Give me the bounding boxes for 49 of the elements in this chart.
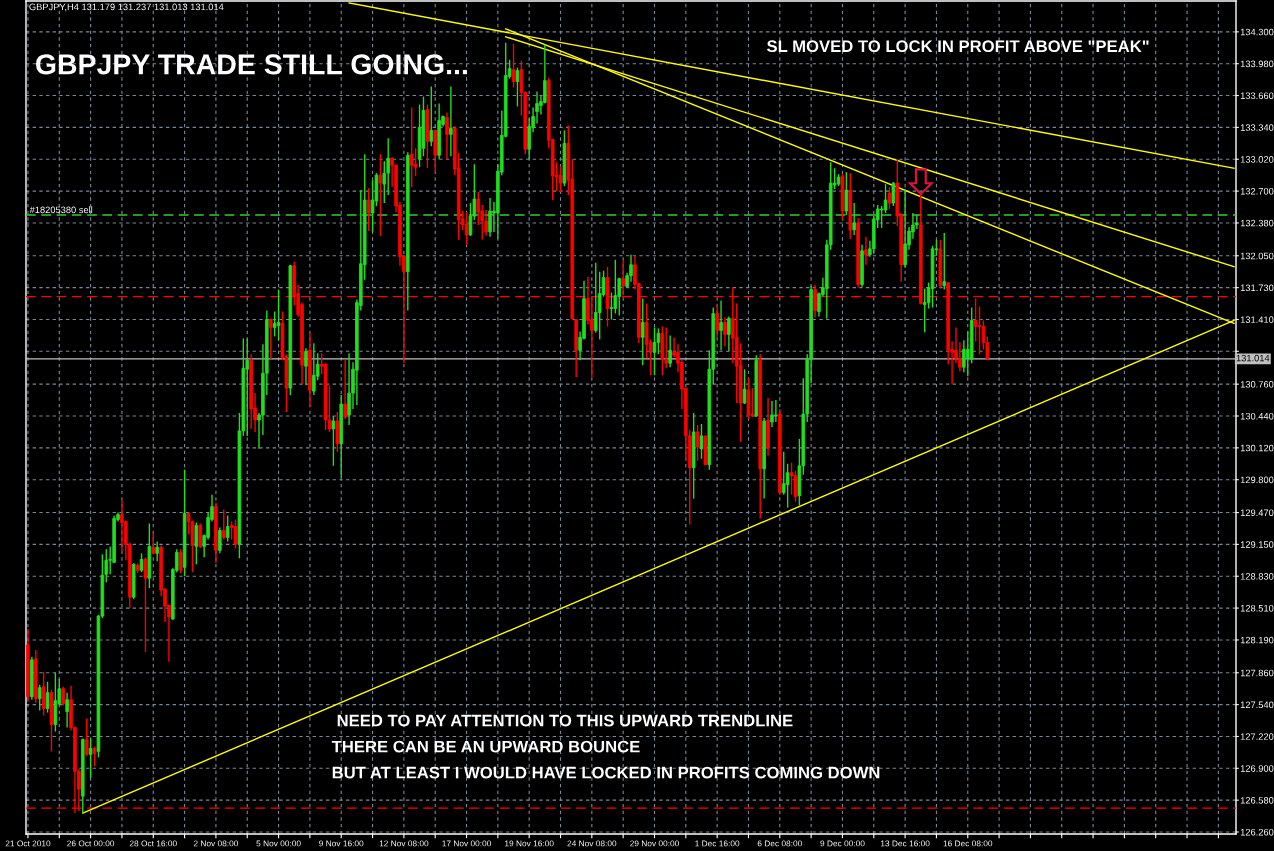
chart-subtitle: GBPJPY,H4 131.179 131.237 131.013 131.014 <box>29 3 224 12</box>
ref-line-label: #18205380 sell <box>29 206 93 214</box>
x-tick-label: 29 Nov 00:00 <box>630 840 679 847</box>
y-tick-label: 129.150 <box>1240 541 1274 548</box>
y-tick-label: 128.830 <box>1240 573 1274 580</box>
x-tick-label: 28 Oct 16:00 <box>129 840 177 847</box>
y-tick-label: 133.340 <box>1240 124 1274 131</box>
y-tick-label: 128.510 <box>1240 604 1274 612</box>
x-tick-label: 12 Nov 08:00 <box>379 840 429 847</box>
x-tick-label: 1 Dec 16:00 <box>695 840 740 847</box>
x-tick-label: 17 Nov 00:00 <box>442 840 491 847</box>
x-tick-label: 16 Dec 08:00 <box>943 840 993 847</box>
y-tick-label: 133.660 <box>1240 92 1274 100</box>
x-tick-label: 6 Dec 08:00 <box>757 840 802 847</box>
y-tick-label: 130.440 <box>1240 412 1274 420</box>
annotation: NEED TO PAY ATTENTION TO THIS UPWARD TRENDLINE <box>337 714 793 727</box>
y-tick-label: 133.980 <box>1240 60 1274 68</box>
x-tick-label: 9 Dec 00:00 <box>820 840 865 847</box>
y-tick-label: 126.580 <box>1240 797 1274 804</box>
x-tick-label: 26 Oct 00:00 <box>67 840 115 847</box>
y-tick-label: 129.470 <box>1240 509 1274 517</box>
y-tick-label: 130.120 <box>1240 444 1274 452</box>
y-tick-label: 126.900 <box>1240 765 1274 772</box>
ref-line-label: 131.014 <box>1236 354 1270 362</box>
annotation: SL MOVED TO LOCK IN PROFIT ABOVE "PEAK" <box>767 40 1149 53</box>
x-tick-label: 5 Nov 00:00 <box>256 840 301 847</box>
x-tick-label: 19 Nov 16:00 <box>505 840 554 847</box>
y-tick-label: 128.190 <box>1240 636 1274 644</box>
x-tick-label: 9 Nov 16:00 <box>319 840 364 847</box>
y-tick-label: 129.800 <box>1240 476 1274 484</box>
y-tick-label: 130.760 <box>1240 381 1274 388</box>
text: GBPJPY TRADE STILL GOING... <box>36 54 467 75</box>
y-tick-label: 132.380 <box>1240 219 1274 227</box>
y-tick-label: 134.300 <box>1240 28 1274 36</box>
y-tick-label: 127.860 <box>1240 669 1274 677</box>
y-tick-label: 127.220 <box>1240 733 1274 740</box>
y-tick-label: 133.020 <box>1240 156 1274 163</box>
x-tick-label: 2 Nov 08:00 <box>193 840 239 847</box>
annotation: THERE CAN BE AN UPWARD BOUNCE <box>331 740 640 753</box>
y-tick-label: 131.410 <box>1240 316 1274 323</box>
y-tick-label: 126.260 <box>1240 828 1274 836</box>
y-tick-label: 131.730 <box>1240 284 1274 292</box>
annotation: BUT AT LEAST I WOULD HAVE LOCKED IN PROFITS COMING DOWN <box>332 766 880 779</box>
x-tick-label: 24 Nov 08:00 <box>567 840 617 847</box>
y-tick-label: 132.700 <box>1240 187 1274 195</box>
x-tick-label: 21 Oct 2010 <box>5 840 51 847</box>
y-tick-label: 127.540 <box>1240 701 1274 709</box>
y-tick-label: 132.050 <box>1240 252 1274 260</box>
x-tick-label: 13 Dec 16:00 <box>880 840 930 847</box>
